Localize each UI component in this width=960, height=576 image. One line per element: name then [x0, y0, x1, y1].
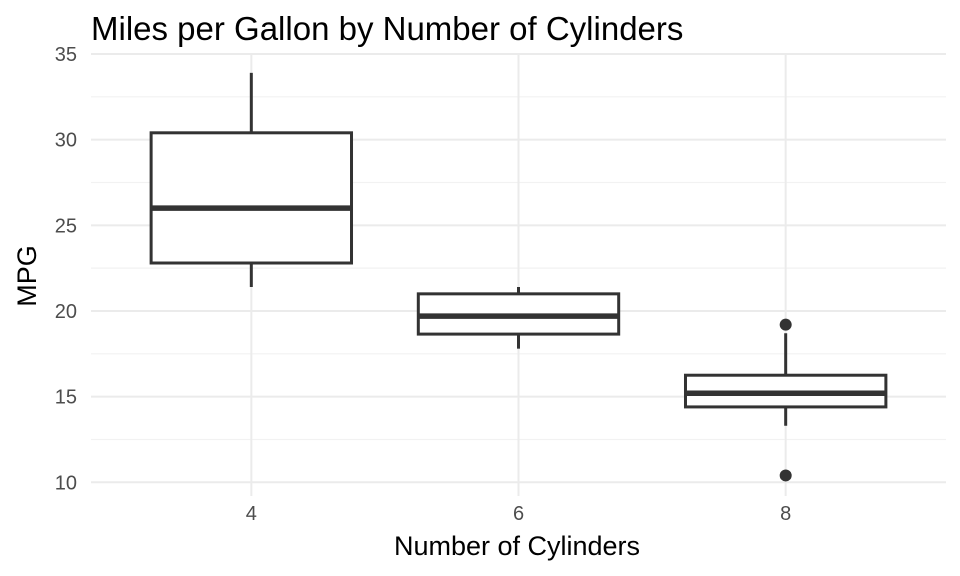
- box-series: [149, 72, 888, 482]
- box-6: [416, 286, 621, 349]
- y-tick-label: 10: [55, 472, 77, 494]
- x-axis-title: Number of Cylinders: [394, 531, 640, 561]
- y-axis-title: MPG: [12, 245, 42, 307]
- y-tick-label: 30: [55, 130, 77, 152]
- grid: [91, 53, 946, 496]
- y-axis-ticks: 10 15 20 25 30 35: [55, 44, 77, 494]
- box-iqr: [149, 131, 354, 265]
- x-tick-label: 8: [780, 503, 791, 525]
- x-tick-label: 6: [513, 503, 524, 525]
- x-tick-label: 4: [246, 503, 257, 525]
- y-tick-label: 35: [55, 44, 77, 66]
- x-axis-ticks: 4 6 8: [246, 503, 792, 525]
- y-tick-label: 25: [55, 215, 77, 237]
- outlier-point: [779, 318, 792, 331]
- outlier-point: [779, 469, 792, 482]
- box-4: [149, 72, 354, 287]
- box-8: [683, 318, 888, 482]
- y-tick-label: 20: [55, 301, 77, 323]
- y-tick-label: 15: [55, 387, 77, 409]
- chart-title: Miles per Gallon by Number of Cylinders: [91, 10, 683, 47]
